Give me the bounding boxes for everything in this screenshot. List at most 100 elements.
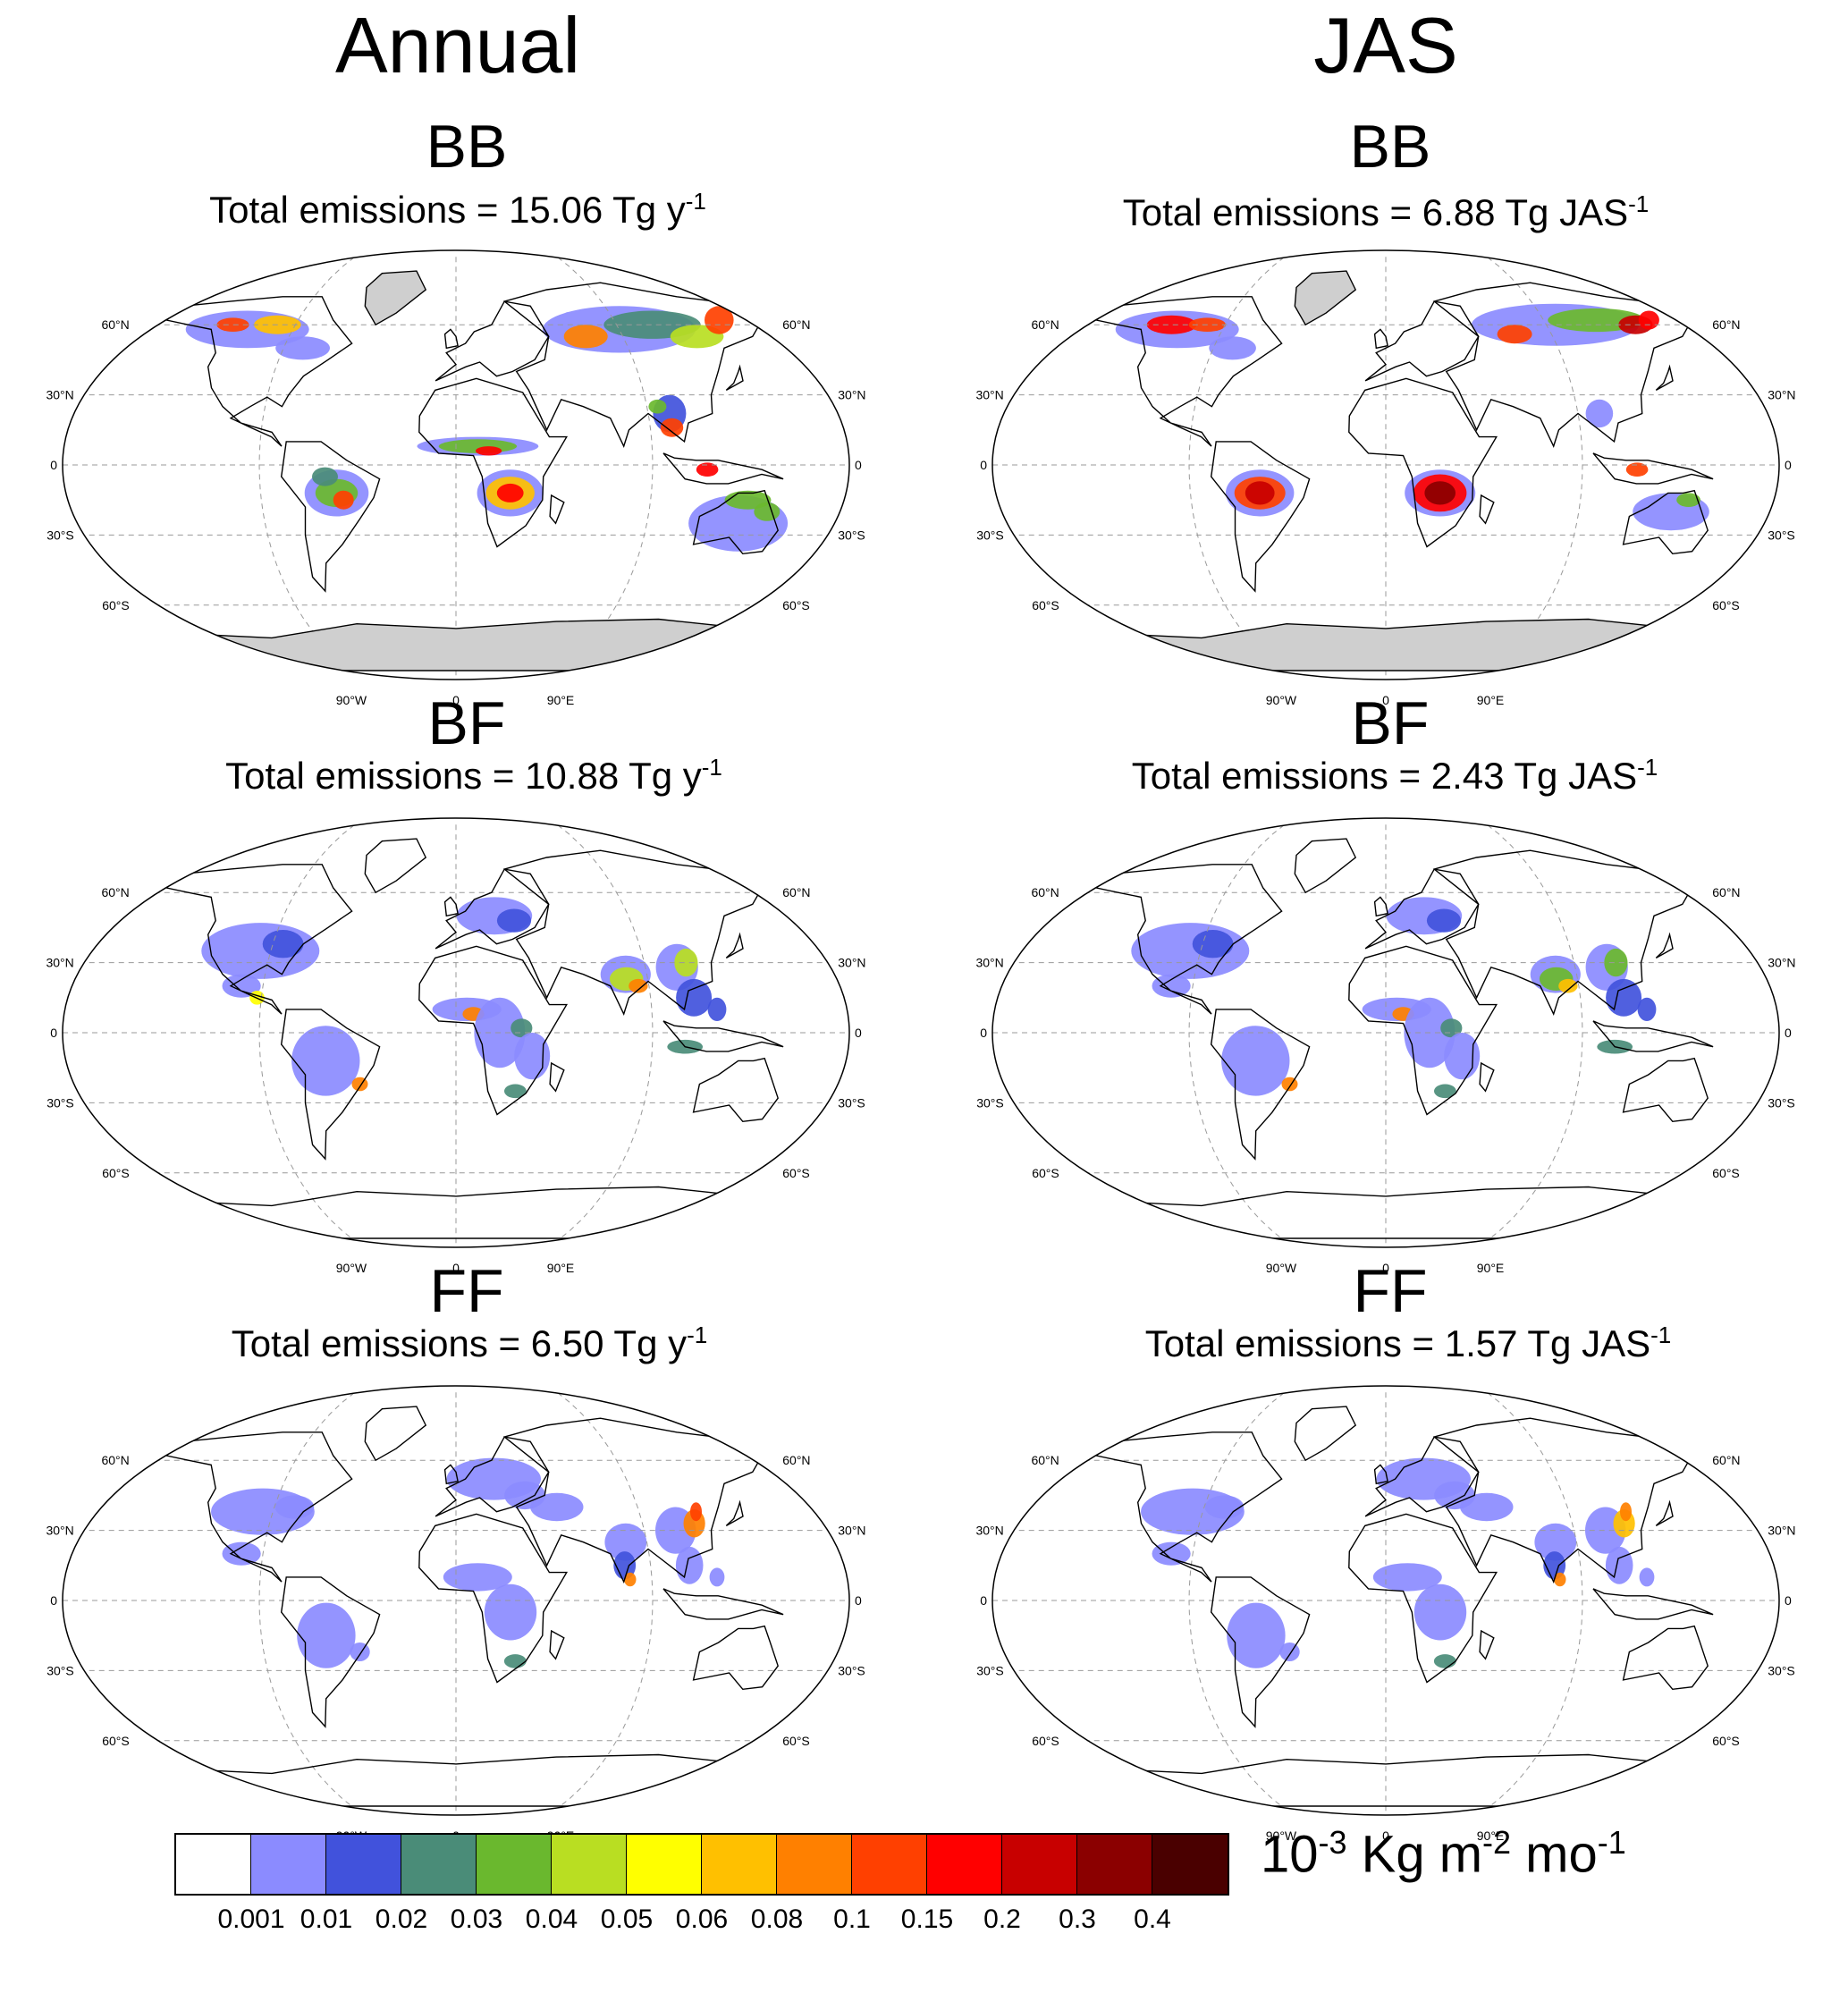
coastline-greenland — [1294, 838, 1357, 894]
subtitle-ff-jas: Total emissions = 1.57 Tg JAS-1 — [1144, 1322, 1672, 1364]
latitude-label: 30°S — [46, 1663, 74, 1677]
latitude-label: 60°S — [102, 598, 130, 612]
longitude-label: 90°W — [1266, 1261, 1297, 1275]
latitude-label: 30°N — [1768, 1524, 1795, 1538]
emission-patch — [604, 1523, 647, 1561]
emission-patch — [709, 1567, 725, 1587]
colorbar-tick-label: 0.001 — [217, 1904, 285, 1934]
emission-patch — [674, 948, 698, 977]
emission-patch — [1204, 1495, 1245, 1519]
column-title-annual: Annual — [334, 1, 580, 89]
subtitle-bb-annual: Total emissions = 15.06 Tg y-1 — [209, 188, 706, 231]
longitude-label: 90°W — [1266, 1828, 1297, 1843]
emission-patch — [530, 1492, 584, 1522]
emission-patch — [563, 325, 608, 349]
coastline-europe — [435, 1436, 550, 1517]
coastline-northAmerica — [1094, 296, 1283, 447]
emission-patch — [274, 1495, 315, 1519]
emission-patch — [504, 1084, 527, 1099]
latitude-label: 0 — [1785, 1026, 1792, 1040]
coastline-madagascar — [1479, 494, 1495, 525]
column-title-jas: JAS — [1313, 1, 1458, 89]
emission-patch — [350, 1643, 370, 1661]
map-svg: 60°N 60°N 30°N 30°N 0 0 30°S 30°S 60°S 60°S 90°W 0 9… — [46, 817, 866, 1275]
colorbar-swatch — [777, 1835, 852, 1894]
latitude-label: 60°N — [782, 1453, 810, 1467]
emission-patch — [443, 1563, 512, 1592]
emission-patch — [1131, 923, 1250, 979]
coastline-southAmerica — [1210, 1576, 1311, 1728]
colorbar-tick-label: 0.02 — [375, 1904, 428, 1934]
subtitle-bf-annual: Total emissions = 10.88 Tg y-1 — [225, 754, 722, 797]
latitude-label: 60°N — [782, 885, 810, 899]
latitude-label: 0 — [50, 458, 57, 472]
colorbar-swatch — [702, 1835, 777, 1894]
latitude-label: 30°S — [838, 1663, 865, 1677]
coastline-madagascar — [549, 1629, 565, 1660]
coastline-greenland — [1294, 270, 1357, 326]
coastline-japan — [725, 364, 744, 392]
emission-patch — [1676, 493, 1700, 507]
emission-patch — [707, 997, 727, 1021]
coastline-uk — [443, 896, 459, 917]
coastline-antarctica — [172, 618, 749, 671]
map-border — [62, 249, 850, 680]
coastline-africa — [1348, 377, 1498, 548]
latitude-label: 60°N — [1031, 885, 1059, 899]
emission-patch — [201, 923, 320, 979]
latitude-label: 60°N — [101, 1453, 129, 1467]
emission-patch — [1604, 948, 1628, 977]
longitude-label: 90°W — [336, 693, 367, 707]
emission-patch — [624, 1572, 637, 1587]
emission-patch — [291, 1026, 360, 1096]
emission-patch — [1279, 1643, 1300, 1661]
coastlines — [1094, 1406, 1714, 1807]
coastline-uk — [1373, 1464, 1388, 1485]
latitude-label: 0 — [50, 1593, 57, 1608]
coastline-europe — [1364, 868, 1480, 950]
colorbar-swatch — [1002, 1835, 1077, 1894]
coastline-japan — [1655, 364, 1674, 392]
latitude-label: 60°N — [101, 317, 129, 332]
colorbar-tick-label: 0.2 — [983, 1904, 1021, 1934]
meridian-line — [1483, 822, 1583, 1244]
longitude-label: 90°W — [336, 1261, 367, 1275]
emission-patch — [676, 978, 713, 1017]
emission-patch — [1152, 1541, 1191, 1566]
emission-patch — [1434, 1084, 1456, 1099]
coastline-southAmerica — [1210, 1009, 1311, 1161]
coastline-antarctica — [1101, 618, 1679, 671]
coastlines — [1094, 270, 1714, 671]
emission-patch — [275, 336, 330, 360]
emission-patch — [1152, 974, 1191, 998]
colorbar-swatch — [251, 1835, 326, 1894]
latitude-label: 30°N — [46, 388, 73, 402]
latitude-label: 60°N — [1712, 317, 1740, 332]
latitude-label: 30°N — [1768, 956, 1795, 970]
emission-patch — [1245, 481, 1275, 505]
emission-patch — [754, 502, 781, 521]
latitude-label: 60°S — [782, 598, 810, 612]
emission-patch — [333, 490, 354, 510]
subtitle-ff-annual: Total emissions = 6.50 Tg y-1 — [231, 1322, 708, 1364]
colorbar-swatch — [1077, 1835, 1152, 1894]
coastline-indonesia — [662, 1020, 784, 1052]
colorbar-tick-label: 0.08 — [750, 1904, 804, 1934]
map-bb-annual: 60°N 60°N 30°N 30°N 0 0 30°S 30°S 60°S 60°S 90°W 0 9… — [36, 241, 876, 707]
colorbar-swatch — [326, 1835, 401, 1894]
emission-patch — [1192, 930, 1234, 958]
emission-patch — [262, 930, 304, 958]
coastline-europe — [435, 868, 550, 950]
emission-patch — [496, 908, 532, 933]
map-svg: 60°N 60°N 30°N 30°N 0 0 30°S 30°S 60°S 60°S 90°W 0 9… — [975, 249, 1796, 707]
emission-field — [1115, 303, 1709, 531]
latitude-label: 0 — [1785, 1593, 1792, 1608]
coastline-antarctica — [1101, 1753, 1679, 1807]
coastline-africa — [1348, 945, 1498, 1116]
latitude-label: 30°N — [975, 388, 1003, 402]
emission-patch — [1221, 1026, 1290, 1096]
meridian-line — [553, 822, 654, 1244]
latitude-label: 30°S — [1768, 1095, 1795, 1110]
latitude-label: 60°S — [1032, 1734, 1059, 1748]
emission-patch — [1227, 1602, 1286, 1668]
